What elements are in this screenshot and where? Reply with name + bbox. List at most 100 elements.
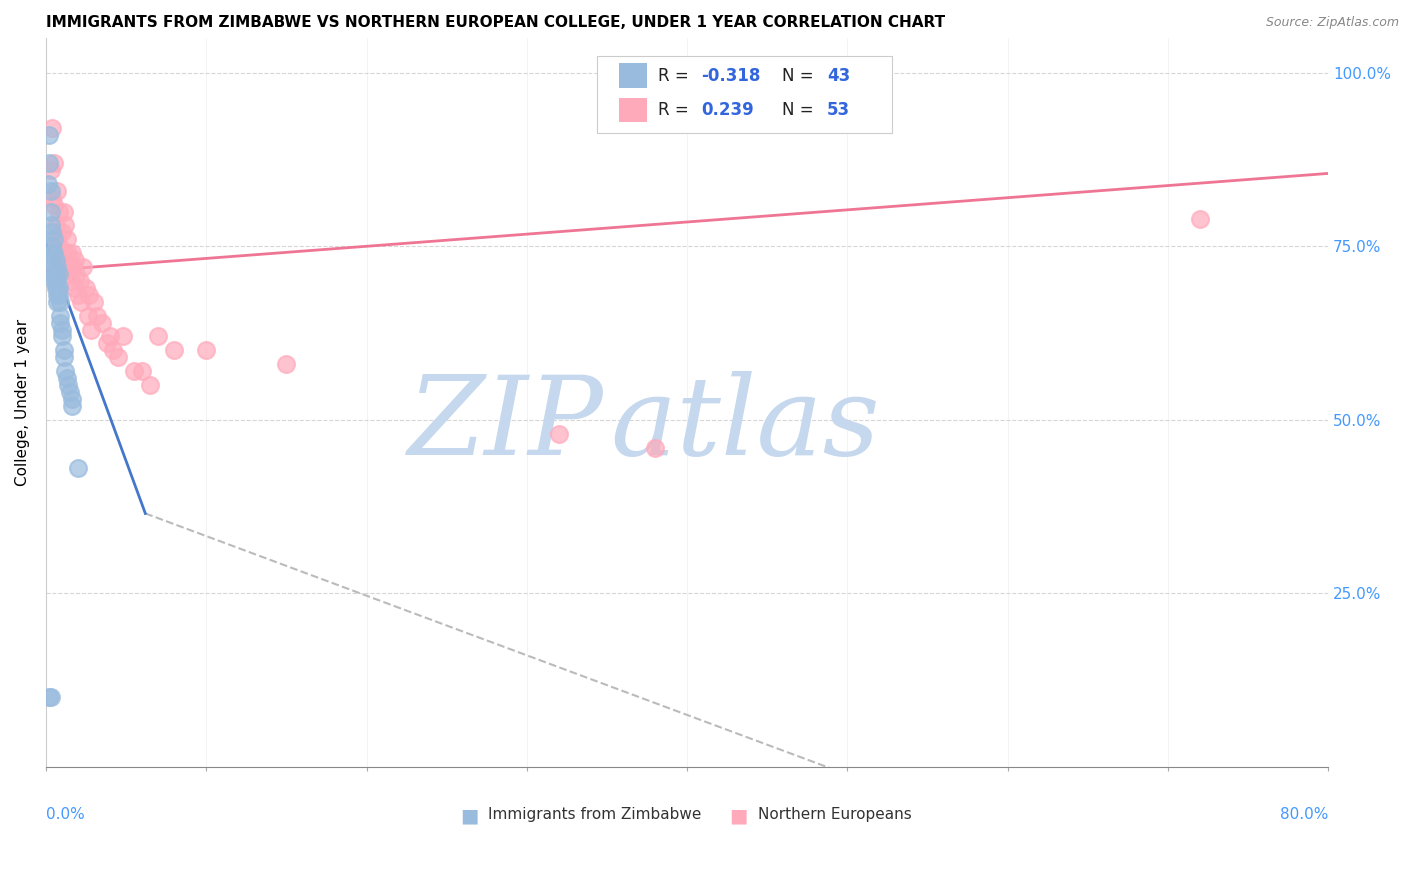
Point <box>60 392 83 406</box>
Point <box>58 378 80 392</box>
Point <box>49 316 72 330</box>
Point <box>46 232 69 246</box>
Point <box>122 364 145 378</box>
Point <box>98 329 121 343</box>
Point <box>48 267 70 281</box>
Point <box>51 226 73 240</box>
Text: IMMIGRANTS FROM ZIMBABWE VS NORTHERN EUROPEAN COLLEGE, UNDER 1 YEAR CORRELATION : IMMIGRANTS FROM ZIMBABWE VS NORTHERN EUR… <box>46 15 945 30</box>
Point <box>42 267 65 281</box>
Text: N =: N = <box>782 67 818 85</box>
Y-axis label: College, Under 1 year: College, Under 1 year <box>15 318 30 486</box>
Point <box>52 204 75 219</box>
Point <box>60 399 83 413</box>
Point <box>52 253 75 268</box>
Point <box>58 246 80 260</box>
Point <box>41 253 63 268</box>
Point <box>41 226 63 240</box>
Point <box>53 246 76 260</box>
Point <box>91 316 114 330</box>
Point <box>60 246 83 260</box>
Text: -0.318: -0.318 <box>702 67 761 85</box>
Point <box>146 329 169 343</box>
Point <box>69 274 91 288</box>
Point <box>111 329 134 343</box>
Point <box>70 294 93 309</box>
Point <box>62 260 84 274</box>
Point <box>66 461 89 475</box>
Point <box>39 184 62 198</box>
Point <box>37 177 59 191</box>
Point <box>53 364 76 378</box>
Text: Source: ZipAtlas.com: Source: ZipAtlas.com <box>1265 16 1399 29</box>
Point <box>86 309 108 323</box>
Point <box>66 288 89 302</box>
Point <box>39 163 62 178</box>
Point <box>51 329 73 343</box>
Text: 80.0%: 80.0% <box>1279 806 1329 822</box>
Point <box>39 204 62 219</box>
Point <box>46 281 69 295</box>
Point <box>42 260 65 274</box>
Point <box>644 441 666 455</box>
Point <box>547 426 569 441</box>
Text: 43: 43 <box>827 67 851 85</box>
Point <box>103 343 125 358</box>
Point <box>139 378 162 392</box>
Point <box>41 121 63 136</box>
Point <box>42 274 65 288</box>
Point <box>46 274 69 288</box>
Point <box>77 288 100 302</box>
Point <box>42 232 65 246</box>
Point <box>48 239 70 253</box>
Point <box>72 260 94 274</box>
Point <box>83 294 105 309</box>
Point <box>42 246 65 260</box>
Point <box>59 260 82 274</box>
Text: R =: R = <box>658 67 693 85</box>
Point <box>45 281 67 295</box>
Point <box>41 246 63 260</box>
Point <box>63 253 86 268</box>
Point <box>39 690 62 705</box>
Point <box>41 239 63 253</box>
Bar <box>619 63 647 87</box>
Point <box>46 260 69 274</box>
Text: 0.239: 0.239 <box>702 102 754 120</box>
Point <box>1188 211 1211 226</box>
Point <box>59 384 82 399</box>
Point <box>76 309 98 323</box>
Point <box>276 357 298 371</box>
Point <box>48 204 70 219</box>
Point <box>49 294 72 309</box>
Point <box>56 371 79 385</box>
Point <box>46 288 69 302</box>
Point <box>56 232 79 246</box>
Bar <box>619 98 647 122</box>
Point <box>131 364 153 378</box>
Point <box>75 281 97 295</box>
Point <box>45 219 67 233</box>
Point <box>56 267 79 281</box>
Text: 53: 53 <box>827 102 851 120</box>
Point <box>39 219 62 233</box>
Text: R =: R = <box>658 102 693 120</box>
Text: ZIP: ZIP <box>408 370 603 478</box>
Point <box>59 274 82 288</box>
Point <box>96 336 118 351</box>
Text: Immigrants from Zimbabwe: Immigrants from Zimbabwe <box>488 806 702 822</box>
Point <box>163 343 186 358</box>
Point <box>45 267 67 281</box>
Point <box>48 281 70 295</box>
Point <box>63 281 86 295</box>
Point <box>38 156 60 170</box>
Point <box>45 274 67 288</box>
Point <box>46 184 69 198</box>
Point <box>42 156 65 170</box>
Point <box>65 267 87 281</box>
Text: ■: ■ <box>730 806 748 826</box>
Text: 0.0%: 0.0% <box>46 806 84 822</box>
Point <box>49 253 72 268</box>
Text: N =: N = <box>782 102 818 120</box>
Point <box>38 690 60 705</box>
Text: ■: ■ <box>460 806 478 826</box>
